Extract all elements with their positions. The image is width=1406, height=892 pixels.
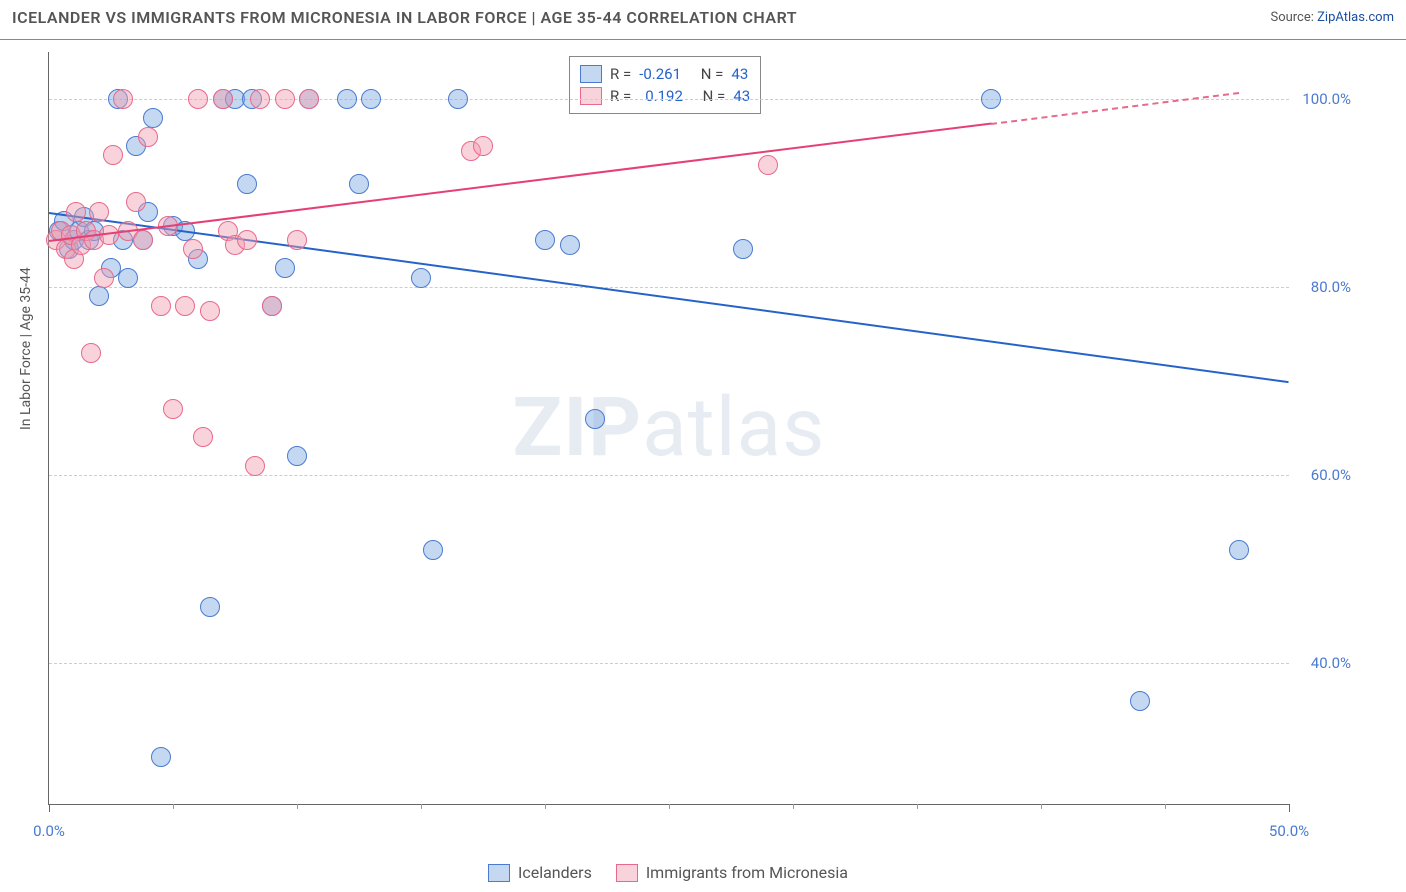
data-point (349, 174, 369, 194)
ytick-label: 100.0% (1302, 90, 1351, 108)
data-point (151, 296, 171, 316)
swatch-icon (580, 65, 602, 83)
x-tick (297, 804, 298, 809)
x-tick (793, 804, 794, 809)
data-point (193, 427, 213, 447)
data-point (473, 136, 493, 156)
data-point (733, 239, 753, 259)
correlation-legend: R = -0.261 N = 43 R = 0.192 N = 43 (569, 56, 761, 114)
data-point (103, 145, 123, 165)
data-point (89, 202, 109, 222)
x-tick (917, 804, 918, 809)
data-point (758, 155, 778, 175)
data-point (89, 286, 109, 306)
data-point (448, 89, 468, 109)
data-point (126, 192, 146, 212)
x-tick (173, 804, 174, 809)
data-point (275, 258, 295, 278)
swatch-icon (580, 87, 602, 105)
watermark: ZIPatlas (513, 380, 826, 476)
data-point (361, 89, 381, 109)
legend-item: Icelanders (488, 863, 592, 882)
data-point (237, 230, 257, 250)
data-point (113, 89, 133, 109)
data-point (151, 747, 171, 767)
data-point (143, 108, 163, 128)
x-tick (669, 804, 670, 809)
data-point (423, 540, 443, 560)
xtick-label: 0.0% (33, 822, 65, 840)
data-point (138, 127, 158, 147)
y-axis-label: In Labor Force | Age 35-44 (18, 267, 34, 430)
data-point (163, 399, 183, 419)
trend-line (991, 91, 1239, 124)
source-link[interactable]: ZipAtlas.com (1317, 10, 1394, 25)
chart-header: ICELANDER VS IMMIGRANTS FROM MICRONESIA … (0, 0, 1406, 40)
data-point (411, 268, 431, 288)
data-point (299, 89, 319, 109)
data-point (560, 235, 580, 255)
data-point (118, 268, 138, 288)
legend-label: Immigrants from Micronesia (646, 863, 848, 882)
series-legend: Icelanders Immigrants from Micronesia (48, 863, 1288, 882)
data-point (237, 174, 257, 194)
data-point (81, 343, 101, 363)
legend-item: Immigrants from Micronesia (616, 863, 848, 882)
ytick-label: 40.0% (1311, 654, 1351, 672)
data-point (94, 268, 114, 288)
x-tick (49, 804, 50, 812)
data-point (585, 409, 605, 429)
data-point (213, 89, 233, 109)
data-point (275, 89, 295, 109)
gridline (49, 663, 1289, 664)
legend-label: Icelanders (518, 863, 592, 882)
data-point (133, 230, 153, 250)
data-point (200, 301, 220, 321)
legend-row: R = 0.192 N = 43 (580, 85, 750, 107)
swatch-icon (616, 864, 638, 882)
xtick-label: 50.0% (1269, 822, 1309, 840)
data-point (175, 296, 195, 316)
ytick-label: 80.0% (1311, 278, 1351, 296)
trend-line (49, 123, 992, 242)
data-point (1229, 540, 1249, 560)
x-tick (1041, 804, 1042, 809)
scatter-chart: ZIPatlas R = -0.261 N = 43 R = 0.192 N =… (48, 52, 1289, 805)
data-point (337, 89, 357, 109)
data-point (188, 89, 208, 109)
data-point (66, 202, 86, 222)
data-point (287, 446, 307, 466)
data-point (183, 239, 203, 259)
data-point (287, 230, 307, 250)
data-point (535, 230, 555, 250)
source-label: Source: ZipAtlas.com (1270, 10, 1394, 25)
data-point (250, 89, 270, 109)
data-point (262, 296, 282, 316)
gridline (49, 287, 1289, 288)
x-tick (1289, 804, 1290, 812)
data-point (245, 456, 265, 476)
x-tick (545, 804, 546, 809)
data-point (981, 89, 1001, 109)
x-tick (421, 804, 422, 809)
swatch-icon (488, 864, 510, 882)
legend-row: R = -0.261 N = 43 (580, 63, 750, 85)
ytick-label: 60.0% (1311, 466, 1351, 484)
chart-title: ICELANDER VS IMMIGRANTS FROM MICRONESIA … (12, 8, 797, 27)
data-point (1130, 691, 1150, 711)
data-point (200, 597, 220, 617)
gridline (49, 475, 1289, 476)
x-tick (1165, 804, 1166, 809)
